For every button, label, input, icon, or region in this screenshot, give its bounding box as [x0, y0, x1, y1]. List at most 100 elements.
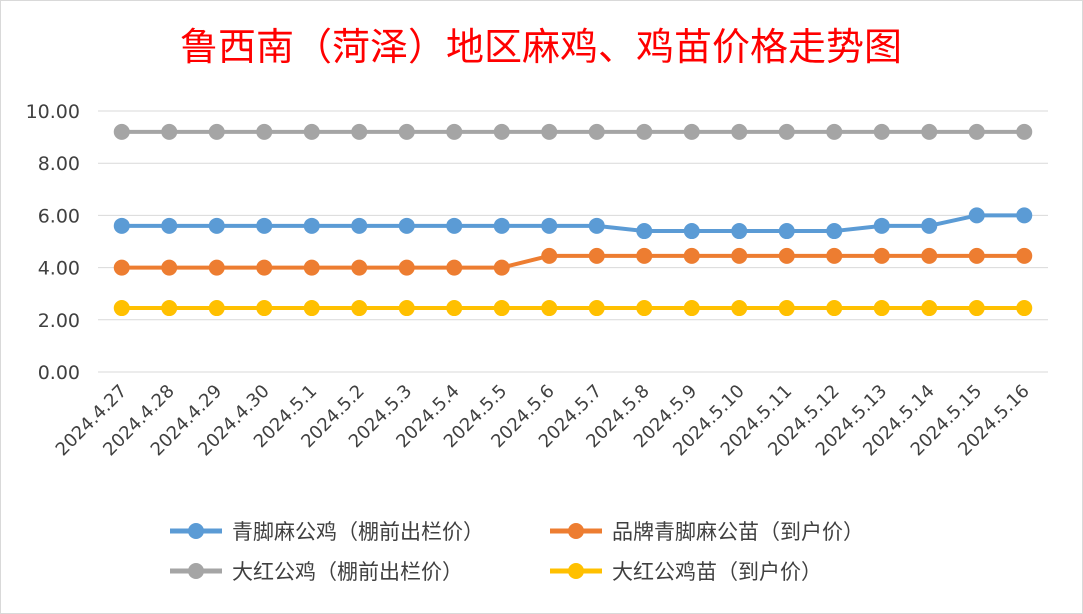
data-point	[208, 123, 225, 140]
data-point	[113, 217, 130, 234]
data-point	[731, 223, 748, 240]
data-point	[636, 123, 653, 140]
data-point	[731, 123, 748, 140]
data-point	[826, 123, 843, 140]
data-point	[256, 217, 273, 234]
data-point	[351, 300, 368, 317]
data-point	[826, 247, 843, 264]
series-4	[113, 300, 1033, 317]
data-point	[493, 259, 510, 276]
data-point	[636, 223, 653, 240]
legend-label: 品牌青脚麻公苗（到户价）	[612, 520, 864, 544]
y-tick-label: 10.00	[26, 101, 80, 123]
data-point	[541, 217, 558, 234]
data-point	[588, 123, 605, 140]
legend-label: 大红公鸡苗（到户价）	[612, 560, 822, 584]
data-point	[303, 217, 320, 234]
data-point	[968, 300, 985, 317]
data-point	[778, 123, 795, 140]
data-point	[873, 300, 890, 317]
data-point	[921, 300, 938, 317]
data-point	[826, 223, 843, 240]
series-2	[113, 247, 1033, 276]
data-point	[683, 123, 700, 140]
data-point	[1016, 247, 1033, 264]
data-point	[351, 259, 368, 276]
data-point	[208, 217, 225, 234]
series-group	[113, 123, 1033, 317]
data-point	[921, 217, 938, 234]
legend-item: 品牌青脚麻公苗（到户价）	[550, 520, 864, 544]
data-point	[683, 247, 700, 264]
legend-item: 大红公鸡苗（到户价）	[550, 560, 822, 584]
data-point	[588, 217, 605, 234]
data-point	[113, 123, 130, 140]
data-point	[303, 123, 320, 140]
series-1	[113, 207, 1033, 240]
legend-swatch-marker	[568, 523, 584, 539]
legend-item: 青脚麻公鸡（棚前出栏价）	[170, 520, 484, 544]
data-point	[446, 123, 463, 140]
data-point	[1016, 300, 1033, 317]
data-point	[161, 123, 178, 140]
data-point	[351, 217, 368, 234]
data-point	[398, 259, 415, 276]
data-point	[541, 123, 558, 140]
data-point	[778, 223, 795, 240]
data-point	[826, 300, 843, 317]
y-tick-label: 2.00	[38, 310, 80, 332]
data-point	[731, 247, 748, 264]
data-point	[161, 217, 178, 234]
data-point	[208, 259, 225, 276]
data-point	[1016, 123, 1033, 140]
data-point	[256, 300, 273, 317]
y-tick-label: 6.00	[38, 205, 80, 227]
data-point	[446, 259, 463, 276]
data-point	[683, 300, 700, 317]
data-point	[778, 300, 795, 317]
legend-item: 大红公鸡（棚前出栏价）	[170, 560, 463, 584]
y-tick-label: 4.00	[38, 258, 80, 280]
data-point	[921, 123, 938, 140]
data-point	[968, 207, 985, 224]
chart-title: 鲁西南（菏泽）地区麻鸡、鸡苗价格走势图	[180, 25, 902, 69]
y-tick-label: 0.00	[38, 362, 80, 384]
legend: 青脚麻公鸡（棚前出栏价） 品牌青脚麻公苗（到户价） 大红公鸡（棚前出栏价） 大红公鸡苗…	[170, 520, 864, 584]
data-point	[541, 247, 558, 264]
data-point	[588, 247, 605, 264]
y-tick-label: 8.00	[38, 153, 80, 175]
data-point	[398, 300, 415, 317]
legend-swatch-marker	[188, 523, 204, 539]
data-point	[778, 247, 795, 264]
data-point	[256, 123, 273, 140]
data-point	[968, 123, 985, 140]
data-point	[113, 259, 130, 276]
data-point	[873, 123, 890, 140]
data-point	[636, 300, 653, 317]
series-3	[113, 123, 1033, 140]
legend-label: 青脚麻公鸡（棚前出栏价）	[232, 520, 484, 544]
legend-label: 大红公鸡（棚前出栏价）	[232, 560, 463, 584]
data-point	[1016, 207, 1033, 224]
data-point	[208, 300, 225, 317]
data-point	[303, 259, 320, 276]
data-point	[351, 123, 368, 140]
data-point	[303, 300, 320, 317]
data-point	[493, 217, 510, 234]
y-axis-ticks: 0.00 2.00 4.00 6.00 8.00 10.00	[26, 101, 80, 384]
data-point	[161, 300, 178, 317]
data-point	[683, 223, 700, 240]
legend-swatch-marker	[568, 563, 584, 579]
data-point	[731, 300, 748, 317]
data-point	[446, 217, 463, 234]
data-point	[873, 217, 890, 234]
data-point	[921, 247, 938, 264]
data-point	[588, 300, 605, 317]
data-point	[398, 123, 415, 140]
data-point	[446, 300, 463, 317]
data-point	[873, 247, 890, 264]
data-point	[968, 247, 985, 264]
data-point	[493, 300, 510, 317]
